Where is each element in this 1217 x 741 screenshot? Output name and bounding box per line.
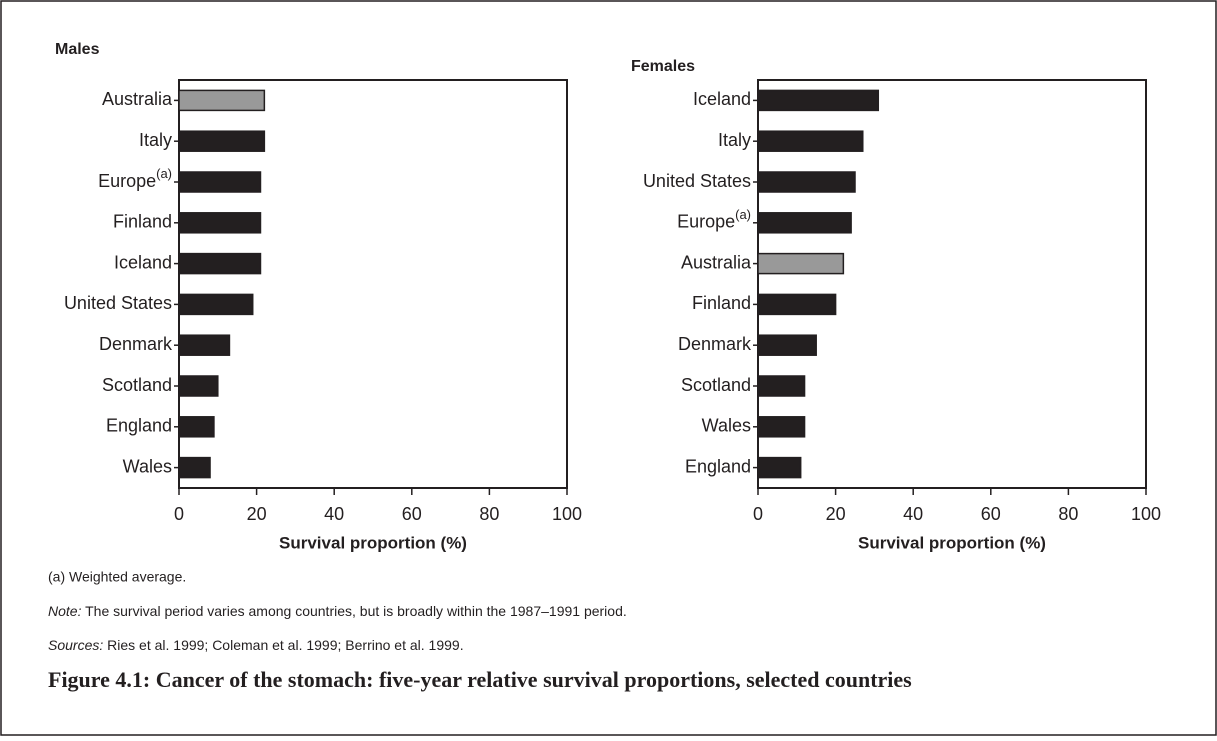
category-label: Scotland [681,375,751,395]
sources-label: Sources: [48,637,103,653]
category-label: Wales [123,456,172,476]
sources-text: Ries et al. 1999; Coleman et al. 1999; B… [103,637,463,653]
category-label: Finland [692,293,751,313]
bar [757,252,845,275]
plot-frame [178,79,568,489]
bar [757,212,852,234]
category-label: England [685,456,751,476]
bar [178,334,231,356]
category-label: Europe(a) [677,207,751,231]
bar [178,416,215,438]
chart-title: Females [631,58,695,75]
note-label: Note: [48,603,82,619]
x-tick-label: 0 [174,504,184,524]
bar [757,334,817,356]
bar [178,293,254,316]
superscript: (a) [735,207,751,222]
category-label: Finland [113,212,172,232]
x-tick-label: 100 [552,504,582,524]
category-label: Italy [139,130,172,150]
bar [178,212,262,234]
x-tick-label: 60 [402,504,422,524]
x-tick-label: 80 [479,504,499,524]
x-tick-label: 100 [1131,504,1161,524]
note: Note: The survival period varies among c… [48,603,627,619]
superscript: (a) [156,166,172,181]
bar [757,89,880,112]
caption: Figure 4.1: Cancer of the stomach: five-… [48,667,912,692]
x-axis-label: Survival proportion (%) [858,533,1046,552]
x-axis-label: Survival proportion (%) [279,533,467,552]
bar [757,375,806,397]
x-tick-label: 20 [247,504,267,524]
plot-frame [757,79,1147,489]
category-label: United States [643,171,751,191]
note-text: The survival period varies among countri… [81,603,626,619]
x-tick-label: 20 [826,504,846,524]
category-label: Iceland [114,252,172,272]
category-label: Scotland [102,375,172,395]
category-label: United States [64,293,172,313]
x-tick-label: 60 [981,504,1001,524]
category-label: Italy [718,130,751,150]
category-label: Wales [702,416,751,436]
x-tick-label: 40 [324,504,344,524]
category-label: Europe(a) [98,166,172,190]
bar [757,416,806,438]
category-label: Iceland [693,89,751,109]
bar [178,456,211,479]
category-label: Denmark [99,334,173,354]
category-label: Australia [681,252,752,272]
bar [178,130,266,152]
bar [178,375,219,397]
chart-title: Males [55,41,100,58]
category-label: England [106,416,172,436]
bar [178,89,266,112]
bar [757,456,802,479]
x-tick-label: 80 [1058,504,1078,524]
category-label: Australia [102,89,173,109]
x-tick-label: 0 [753,504,763,524]
x-tick-label: 40 [903,504,923,524]
bar [178,252,262,275]
bar [757,130,864,152]
bar [178,171,262,193]
category-label: Denmark [678,334,752,354]
footnote: (a) Weighted average. [48,569,186,585]
sources: Sources: Ries et al. 1999; Coleman et al… [48,637,464,653]
bar [757,293,837,316]
bar [757,171,856,193]
